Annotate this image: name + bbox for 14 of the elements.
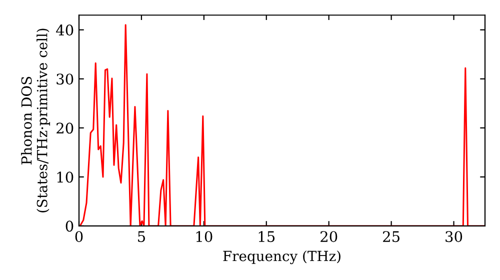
y-tick-label: 10 <box>57 172 74 183</box>
y-tick-label: 0 <box>66 220 74 232</box>
x-tick-label: 5 <box>138 231 145 242</box>
y-axis-title: Phonon DOS (States/THz·primitive cell) <box>21 28 50 212</box>
x-axis-title: Frequency (THz) <box>223 250 340 264</box>
x-tick-label: 30 <box>446 231 462 242</box>
y-tick-label: 40 <box>56 24 74 36</box>
y-tick-label: 20 <box>56 122 74 134</box>
x-tick-label: 25 <box>383 231 400 242</box>
x-tick-label: 15 <box>258 231 275 242</box>
y-tick-label: 30 <box>56 74 74 85</box>
x-tick-label: 10 <box>196 231 212 242</box>
x-tick-label: 0 <box>75 231 83 242</box>
x-tick-label: 20 <box>320 231 338 242</box>
